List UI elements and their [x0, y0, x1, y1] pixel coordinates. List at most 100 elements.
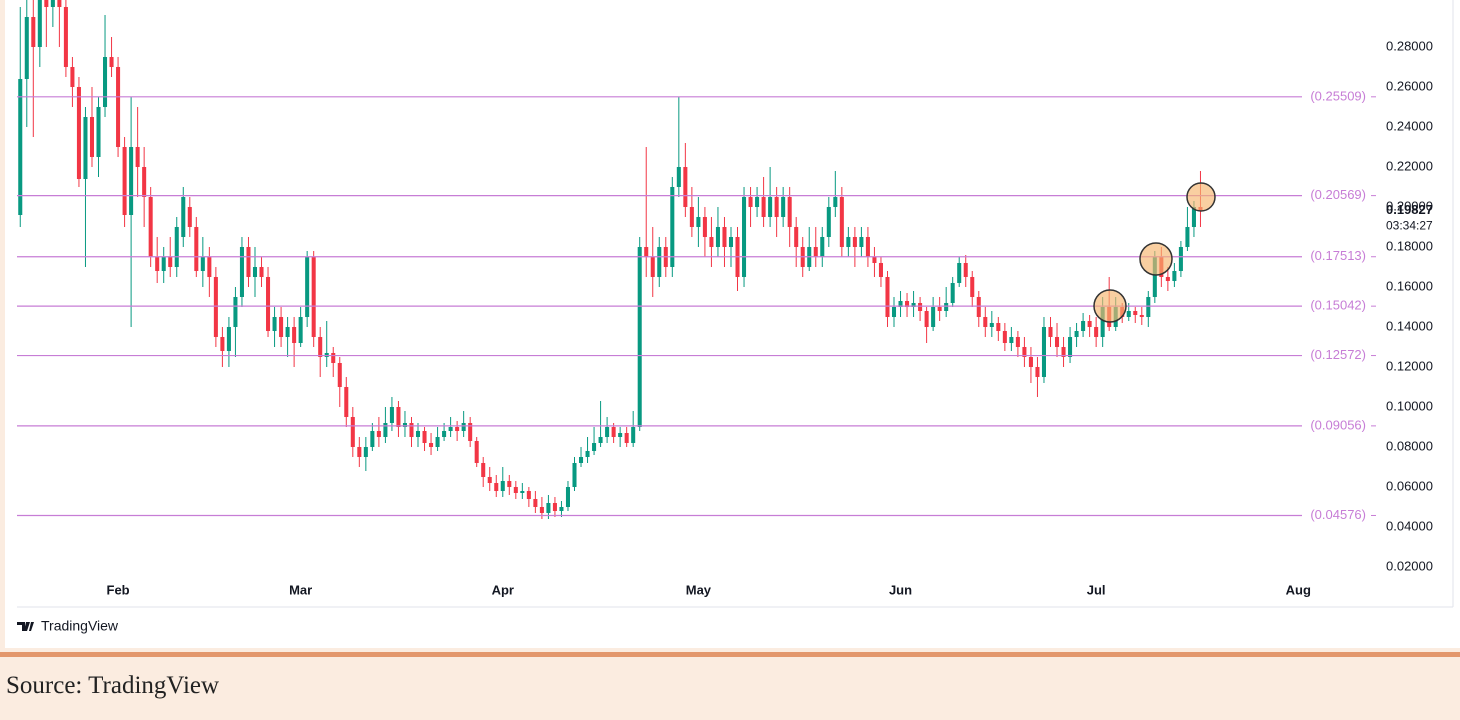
candle-body	[1035, 367, 1040, 377]
highlight-circle	[1186, 182, 1216, 212]
candle-body	[50, 0, 55, 7]
candle-body	[1087, 321, 1092, 327]
candle-body	[500, 481, 505, 491]
candle-body	[76, 87, 81, 179]
y-tick-label: 0.16000	[1386, 278, 1433, 293]
candle-body	[702, 217, 707, 237]
candle-body	[337, 363, 342, 387]
level-label: (0.17513)	[1310, 248, 1366, 263]
candle-body	[585, 451, 590, 457]
candle-body	[957, 263, 962, 283]
candle-body	[911, 303, 916, 307]
candle-body	[103, 57, 108, 107]
candle-body	[944, 303, 949, 311]
candle-body	[631, 427, 636, 443]
candle-body	[715, 227, 720, 247]
y-tick-label: 0.04000	[1386, 518, 1433, 533]
candle-body	[1068, 337, 1073, 357]
candle-body	[983, 317, 988, 327]
candle-body	[285, 327, 290, 337]
candle-body	[370, 431, 375, 447]
candle-body	[872, 257, 877, 263]
candle-body	[644, 247, 649, 257]
candle-body	[918, 303, 923, 311]
candle-body	[363, 447, 368, 457]
candle-body	[1165, 277, 1170, 281]
x-tick-label: Feb	[107, 582, 130, 597]
candle-body	[1172, 271, 1177, 281]
candle-body	[83, 117, 88, 179]
candle-body	[142, 167, 147, 197]
candle-body	[513, 487, 518, 493]
candle-body	[768, 197, 773, 217]
candle-body	[1074, 331, 1079, 337]
candle-body	[1152, 257, 1157, 297]
candle-body	[122, 147, 127, 215]
candle-body	[963, 263, 968, 277]
candle-body	[898, 301, 903, 307]
candle-body	[389, 407, 394, 423]
candle-body	[989, 323, 994, 327]
candle-body	[357, 447, 362, 457]
source-caption: Source: TradingView	[6, 672, 220, 699]
candle-body	[520, 491, 525, 493]
candle-body	[481, 463, 486, 477]
candle-body	[305, 257, 310, 317]
candle-body	[109, 57, 114, 67]
candle-body	[1002, 331, 1007, 343]
candle-body	[1146, 297, 1151, 317]
candle-body	[565, 487, 571, 507]
candle-body	[376, 431, 381, 437]
candle-body	[637, 247, 642, 427]
candle-body	[220, 337, 225, 351]
candle-body	[546, 503, 551, 513]
candle-body	[279, 317, 284, 337]
watermark: TradingView	[41, 618, 119, 634]
y-tick-label: 0.06000	[1386, 478, 1433, 493]
candle-body	[331, 353, 336, 363]
candle-body	[233, 297, 238, 327]
candle-body	[605, 427, 610, 437]
candle-body	[226, 327, 231, 351]
candle-body	[409, 423, 414, 437]
candle-body	[1081, 321, 1086, 331]
candle-body	[826, 207, 831, 237]
candle-body	[709, 237, 714, 247]
candle-body	[1139, 315, 1144, 317]
candle-body	[461, 423, 466, 431]
candle-body	[468, 423, 473, 441]
y-tick-label: 0.22000	[1386, 158, 1433, 173]
candle-body	[259, 267, 264, 277]
candle-body	[559, 507, 564, 511]
candle-body	[207, 257, 212, 277]
highlight-circle	[1139, 242, 1173, 276]
candle-body	[344, 387, 349, 417]
candle-body	[415, 431, 421, 437]
countdown-label: 03:34:27	[1386, 219, 1433, 233]
candle-body	[813, 247, 818, 257]
y-tick-label: 0.10000	[1386, 398, 1433, 413]
candle-body	[57, 0, 62, 7]
candle-body	[865, 237, 870, 257]
candle-body	[18, 79, 23, 215]
candle-body	[435, 437, 440, 447]
candle-body	[37, 0, 42, 47]
candle-body	[422, 431, 427, 443]
y-tick-label: 0.02000	[1386, 558, 1433, 573]
candle-body	[252, 267, 258, 277]
x-tick-label: Aug	[1286, 582, 1311, 597]
candle-body	[311, 257, 316, 337]
y-tick-label: 0.12000	[1386, 358, 1433, 373]
level-label: (0.20569)	[1310, 187, 1366, 202]
candle-body	[318, 337, 323, 357]
y-tick-label: 0.18000	[1386, 238, 1433, 253]
x-tick-label: Jul	[1087, 582, 1106, 597]
candle-body	[402, 423, 407, 427]
candle-body	[31, 17, 36, 47]
candle-body	[1028, 357, 1033, 367]
candle-body	[611, 427, 616, 437]
candle-body	[579, 457, 584, 463]
candle-body	[246, 247, 251, 277]
candle-body	[116, 67, 121, 147]
